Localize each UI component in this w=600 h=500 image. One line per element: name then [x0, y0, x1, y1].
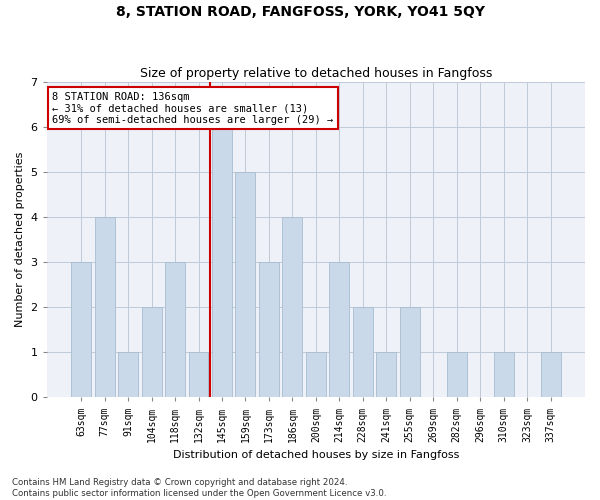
- Bar: [212, 127, 232, 398]
- Bar: [142, 308, 161, 398]
- Y-axis label: Number of detached properties: Number of detached properties: [15, 152, 25, 328]
- Bar: [541, 352, 560, 398]
- Text: 8 STATION ROAD: 136sqm
← 31% of detached houses are smaller (13)
69% of semi-det: 8 STATION ROAD: 136sqm ← 31% of detached…: [52, 92, 334, 124]
- Bar: [118, 352, 138, 398]
- X-axis label: Distribution of detached houses by size in Fangfoss: Distribution of detached houses by size …: [173, 450, 459, 460]
- Bar: [400, 308, 420, 398]
- Bar: [95, 217, 115, 398]
- Bar: [306, 352, 326, 398]
- Bar: [376, 352, 396, 398]
- Bar: [353, 308, 373, 398]
- Bar: [165, 262, 185, 398]
- Bar: [71, 262, 91, 398]
- Text: Contains HM Land Registry data © Crown copyright and database right 2024.
Contai: Contains HM Land Registry data © Crown c…: [12, 478, 386, 498]
- Text: 8, STATION ROAD, FANGFOSS, YORK, YO41 5QY: 8, STATION ROAD, FANGFOSS, YORK, YO41 5Q…: [115, 5, 485, 19]
- Bar: [329, 262, 349, 398]
- Bar: [188, 352, 208, 398]
- Bar: [259, 262, 279, 398]
- Title: Size of property relative to detached houses in Fangfoss: Size of property relative to detached ho…: [140, 66, 492, 80]
- Bar: [283, 217, 302, 398]
- Bar: [235, 172, 256, 398]
- Bar: [494, 352, 514, 398]
- Bar: [447, 352, 467, 398]
